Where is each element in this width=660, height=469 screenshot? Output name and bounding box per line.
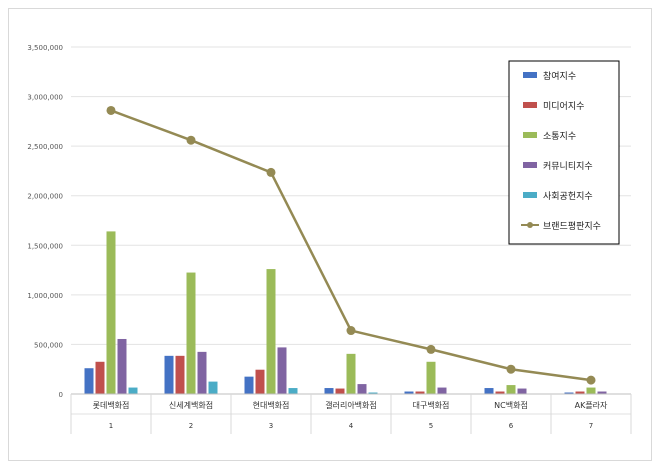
line-point — [186, 135, 196, 145]
bar — [484, 388, 494, 394]
y-tick-label: 2,500,000 — [27, 143, 63, 151]
legend-swatch-marker — [527, 222, 533, 228]
bar — [426, 361, 436, 394]
bar — [415, 391, 425, 394]
line-point — [266, 167, 276, 177]
legend-swatch — [523, 192, 537, 198]
bar — [564, 392, 574, 394]
bar — [277, 347, 287, 394]
bar — [495, 391, 505, 394]
legend-swatch — [523, 102, 537, 108]
y-tick-label: 3,500,000 — [27, 44, 63, 52]
bars — [84, 231, 618, 395]
bar — [597, 391, 607, 394]
line-point — [106, 105, 116, 115]
legend-label: 브랜드평판지수 — [543, 221, 601, 232]
bar — [244, 376, 254, 394]
gridlines — [71, 46, 631, 345]
y-tick-label: 3,000,000 — [27, 94, 63, 102]
x-rank-label: 3 — [269, 422, 273, 430]
x-tick-label: NC백화점 — [494, 400, 528, 410]
legend-label: 미디어지수 — [543, 101, 584, 112]
line-point — [586, 375, 596, 385]
bar — [208, 381, 218, 394]
y-tick-label: 2,000,000 — [27, 193, 63, 201]
legend-label: 사회공헌지수 — [543, 191, 593, 202]
y-tick-label: 1,500,000 — [27, 242, 63, 250]
y-tick-label: 500,000 — [34, 341, 63, 349]
y-tick-label: 1,000,000 — [27, 292, 63, 300]
y-axis-ticks: 0 500,000 1,000,000 1,500,000 2,000,000 2,500… — [27, 44, 63, 399]
x-rank-label: 7 — [589, 422, 593, 430]
line-point — [426, 344, 436, 354]
line-series — [106, 105, 596, 385]
legend-label: 커뮤니티지수 — [543, 161, 593, 172]
bar — [266, 269, 276, 394]
bar — [186, 272, 196, 394]
bar — [437, 387, 447, 394]
x-rank-label: 4 — [349, 422, 354, 430]
bar — [117, 338, 127, 394]
x-tick-label: 현대백화점 — [253, 400, 290, 410]
legend-swatch — [523, 132, 537, 138]
legend-swatch — [523, 72, 537, 78]
y-tick-label: 0 — [59, 391, 63, 399]
legend-label: 소통지수 — [543, 131, 576, 142]
bar — [197, 351, 207, 394]
chart: 0 500,000 1,000,000 1,500,000 2,000,000 2,500… — [27, 44, 632, 434]
bar — [506, 385, 516, 394]
x-rank-label: 5 — [429, 422, 433, 430]
bar — [95, 361, 105, 394]
bar — [404, 391, 414, 394]
bar — [586, 387, 596, 394]
bar — [128, 387, 138, 394]
bar — [288, 388, 298, 394]
bar — [368, 392, 378, 394]
x-tick-label: AK플라자 — [575, 401, 608, 410]
line-point — [506, 364, 516, 374]
bar — [575, 391, 585, 394]
chart-frame: 0 500,000 1,000,000 1,500,000 2,000,000 2,500… — [8, 8, 652, 461]
legend-swatch — [523, 162, 537, 168]
bar — [175, 355, 185, 394]
legend-label: 참여지수 — [543, 70, 576, 82]
x-rank-label: 2 — [189, 422, 193, 430]
bar — [106, 231, 116, 394]
bar — [255, 369, 265, 394]
legend-box — [508, 60, 620, 245]
bar — [517, 388, 527, 394]
x-tick-label: 대구백화점 — [413, 400, 450, 410]
x-rank-label: 6 — [509, 422, 514, 430]
x-tick-label: 신세계백화점 — [169, 400, 213, 410]
bar — [357, 384, 367, 394]
line-point — [346, 326, 356, 336]
x-tick-label: 갤러리아백화점 — [325, 400, 377, 410]
bar — [324, 388, 334, 394]
bar — [164, 355, 174, 394]
bar — [346, 353, 356, 394]
x-tick-label: 롯데백화점 — [93, 400, 130, 410]
x-axis: 롯데백화점 1 신세계백화점 2 현대백화점 3 갤러리아백화점 4 대구백화점 5 NC백화점 6 A… — [70, 393, 632, 434]
bar — [335, 388, 345, 394]
x-rank-label: 1 — [109, 422, 113, 430]
bar — [84, 368, 94, 394]
